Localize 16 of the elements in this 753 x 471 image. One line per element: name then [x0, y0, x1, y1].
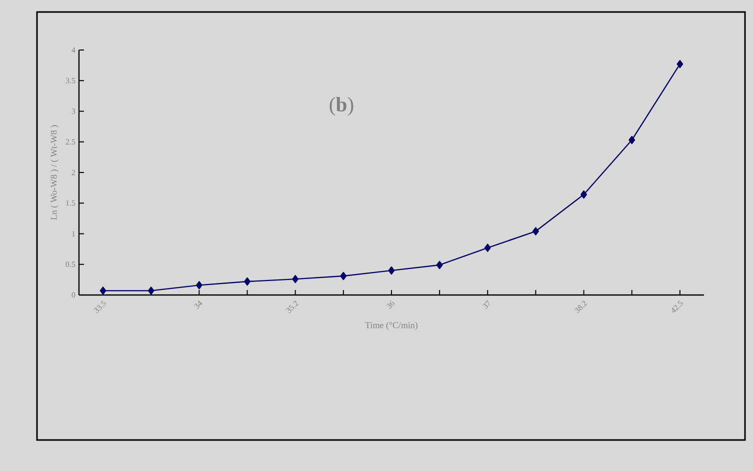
point	[244, 277, 250, 286]
point	[484, 244, 491, 252]
point	[628, 136, 636, 144]
annotation: (b)	[330, 96, 354, 116]
point	[388, 266, 395, 275]
point	[340, 272, 347, 280]
point	[196, 281, 202, 290]
point	[532, 227, 539, 236]
point	[292, 274, 299, 284]
point	[100, 286, 106, 295]
y-axis-title: Ln ( Wo-W8 ) / ( Wt-W8 )	[50, 125, 59, 220]
point	[676, 60, 684, 68]
point	[580, 190, 588, 199]
x-axis-title: Time (°C/min)	[365, 322, 418, 330]
point	[436, 260, 443, 270]
point	[148, 286, 154, 295]
